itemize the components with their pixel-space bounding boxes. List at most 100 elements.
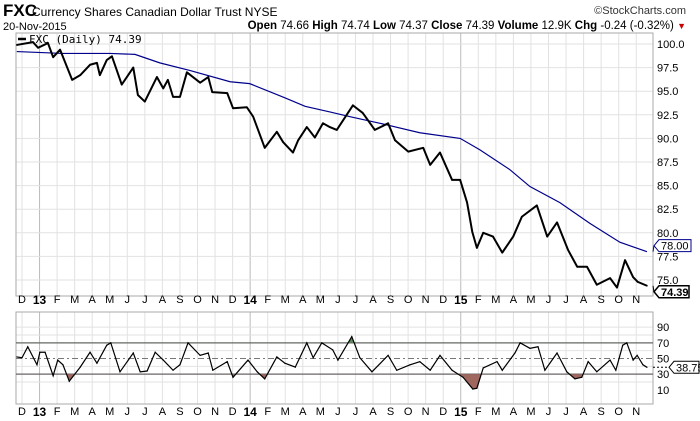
x-tick-label: 14 (243, 405, 257, 419)
x-tick-label: M (105, 406, 114, 418)
indicator-point (419, 361, 421, 363)
x-tick-label: M (70, 294, 79, 306)
last-value-label: 38.75 (676, 362, 700, 374)
indicator-point (96, 362, 98, 364)
x-tick-label: M (105, 294, 114, 306)
x-tick-label: J (353, 294, 359, 306)
indicator-point (119, 371, 121, 373)
y-tick-label: 80.0 (657, 228, 678, 240)
indicator-point (39, 351, 41, 353)
price-point (96, 62, 98, 64)
indicator-point (187, 342, 189, 344)
indicator-point (587, 361, 589, 363)
indicator-point (626, 342, 628, 344)
x-tick-label: A (510, 294, 518, 306)
indicator-point (596, 371, 598, 373)
price-point (89, 63, 91, 66)
indicator-point (529, 347, 531, 349)
price-point (111, 55, 113, 58)
open-label: Open (247, 20, 277, 32)
x-tick-label: 15 (454, 405, 468, 419)
indicator-point (52, 375, 54, 377)
y-tick-label: 75.0 (657, 275, 678, 287)
indicator-point (462, 376, 464, 378)
y-tick-label: 87.5 (657, 157, 678, 169)
x-tick-label: N (211, 294, 219, 306)
indicator-point (337, 359, 339, 361)
indicator-point (16, 356, 18, 358)
security-full-name: Currency Shares Canadian Dollar Trust (32, 5, 242, 19)
x-tick-label: J (125, 294, 131, 306)
x-tick-label: A (369, 406, 377, 418)
indicator-point (646, 366, 648, 368)
x-tick-label: M (491, 294, 500, 306)
price-point (226, 92, 229, 94)
low-label: Low (372, 20, 396, 32)
x-tick-label: A (299, 294, 307, 306)
x-tick-label: O (193, 406, 202, 418)
x-tick-label: F (264, 294, 271, 306)
indicator-point (544, 369, 546, 371)
price-point (137, 94, 139, 96)
x-tick-label: J (546, 406, 552, 418)
price-point (536, 204, 538, 207)
price-point (394, 139, 396, 142)
price-point (451, 179, 453, 181)
x-tick-label: A (369, 294, 377, 306)
x-tick-label: M (281, 406, 290, 418)
x-tick-label: D (439, 294, 447, 306)
price-point (232, 107, 234, 109)
x-tick-label: A (159, 406, 167, 418)
chart-labels: FXC (Daily) 74.39 100.0 97.5 95.0 92.5 90.0 8… (18, 33, 700, 419)
indicator-line (16, 335, 648, 390)
indicator-point (284, 362, 286, 364)
x-tick-label: N (211, 406, 219, 418)
y-tick-label: 30 (657, 369, 669, 381)
price-point (179, 96, 181, 98)
price-point (156, 76, 158, 78)
price-point (144, 100, 146, 103)
x-tick-label: O (404, 406, 413, 418)
low-value: 74.37 (399, 20, 428, 32)
indicator-point (615, 369, 617, 371)
price-point (567, 248, 569, 251)
x-tick-label: D (229, 294, 237, 306)
quote-date: 20-Nov-2015 (3, 21, 67, 33)
price-point (314, 136, 316, 139)
y-tick-label: 70 (657, 338, 669, 350)
indicator-point (264, 378, 266, 380)
x-tick-label: J (142, 406, 148, 418)
price-point (207, 76, 210, 78)
y-tick-label: 90.0 (657, 133, 678, 145)
price-point (32, 41, 34, 43)
price-point (47, 42, 49, 44)
volume-value: 12.9K (541, 20, 572, 32)
x-tick-label: M (281, 294, 290, 306)
indicator-point (306, 342, 308, 344)
x-tick-label: S (176, 406, 183, 418)
indicator-point (207, 352, 209, 354)
price-point (596, 283, 598, 286)
brand-link[interactable]: ©StockCharts.com (594, 5, 686, 17)
indicator-point (139, 371, 141, 373)
indicator-point (351, 335, 353, 338)
price-point (167, 79, 169, 81)
x-tick-label: N (422, 406, 430, 418)
close-value: 74.39 (465, 20, 495, 32)
x-tick-label: F (475, 406, 482, 418)
price-point (471, 231, 474, 233)
price-point (576, 265, 579, 268)
indicator-point (476, 387, 478, 389)
y-tick-label: 97.5 (657, 63, 678, 75)
price-point (632, 276, 634, 278)
x-tick-label: M (491, 406, 500, 418)
close-label: Close (431, 20, 463, 32)
x-tick-label: O (404, 294, 413, 306)
indicator-point (27, 346, 29, 348)
indicator-point (451, 369, 453, 371)
x-tick-label: S (176, 294, 183, 306)
indicator-point (21, 357, 23, 359)
indicator-point (387, 354, 389, 356)
price-point (521, 215, 523, 218)
